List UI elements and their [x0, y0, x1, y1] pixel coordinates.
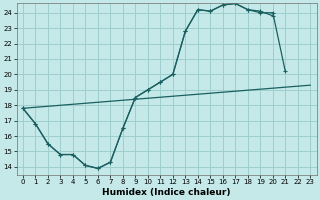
X-axis label: Humidex (Indice chaleur): Humidex (Indice chaleur): [102, 188, 231, 197]
